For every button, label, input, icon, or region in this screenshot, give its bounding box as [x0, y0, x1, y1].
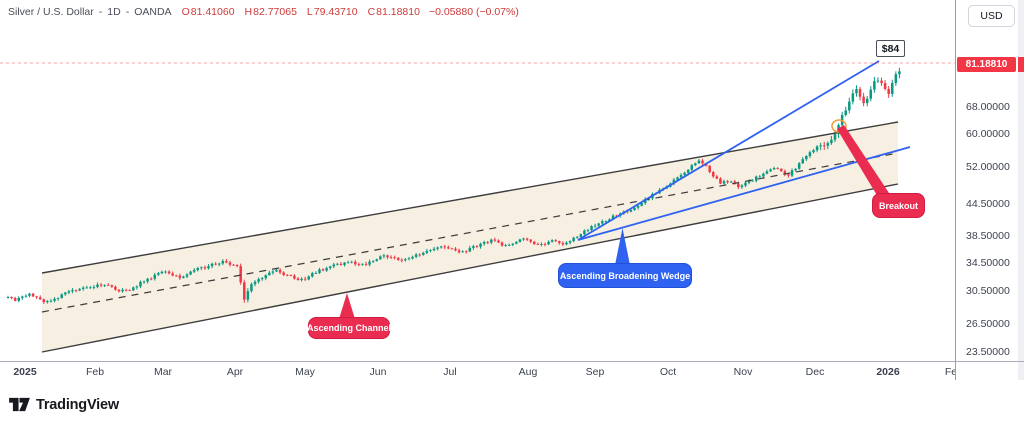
- time-axis-label: Jul: [443, 366, 457, 378]
- price-axis-label: 26.50000: [966, 318, 1010, 330]
- symbol-header: Silver / U.S. Dollar - 1D - OANDA O81.41…: [8, 4, 519, 20]
- price-axis-label: 30.50000: [966, 285, 1010, 297]
- price-axis-label: 68.00000: [966, 101, 1010, 113]
- ohlc-open: O81.41060: [181, 6, 235, 18]
- time-axis-label: Mar: [153, 366, 173, 378]
- price-scale-marker: [1018, 57, 1024, 72]
- time-axis[interactable]: 2025 Feb Mar Apr May Jun Jul Aug Sep Oct Nov Dec 202…: [0, 362, 1024, 380]
- time-axis-line: [0, 361, 1024, 362]
- price-target-box[interactable]: $84: [876, 40, 905, 57]
- price-axis-label: 52.00000: [966, 161, 1010, 173]
- ohlc-high: H82.77065: [244, 6, 297, 18]
- time-axis-label: May: [295, 366, 315, 378]
- last-price-badge: 81.18810: [957, 57, 1016, 72]
- exchange-label: OANDA: [134, 6, 172, 18]
- price-axis-label: 23.50000: [966, 346, 1010, 358]
- channel-upper-line[interactable]: [41, 121, 899, 274]
- time-axis-label: Nov: [733, 366, 753, 378]
- tradingview-logo-text: TradingView: [36, 396, 119, 413]
- interval-label[interactable]: 1D: [107, 6, 121, 18]
- currency-toggle-button[interactable]: USD: [968, 5, 1015, 27]
- time-axis-label: Feb: [85, 366, 105, 378]
- ascending-channel-callout[interactable]: Ascending Channel: [307, 317, 391, 339]
- wedge-lower-line[interactable]: [577, 146, 911, 241]
- tradingview-logo-icon: [9, 397, 30, 412]
- tradingview-watermark[interactable]: TradingView: [8, 396, 119, 413]
- right-edge-strip: [1018, 0, 1024, 380]
- price-axis-separator[interactable]: [955, 0, 956, 380]
- time-axis-label: 2025: [13, 366, 37, 378]
- channel-lower-line[interactable]: [41, 183, 899, 353]
- time-axis-label: Dec: [805, 366, 825, 378]
- price-change: −0.05880 (−0.07%): [428, 6, 519, 18]
- header-separator: -: [98, 6, 103, 18]
- time-axis-label: Jun: [369, 366, 387, 378]
- broadening-wedge-callout[interactable]: Ascending Broadening Wedge: [558, 263, 692, 288]
- ohlc-low: L79.43710: [306, 6, 358, 18]
- price-axis-label: 34.50000: [966, 257, 1010, 269]
- time-axis-label: Apr: [226, 366, 244, 378]
- time-axis-label: Sep: [585, 366, 605, 378]
- time-axis-label: Aug: [518, 366, 538, 378]
- price-axis-label: 44.50000: [966, 198, 1010, 210]
- chart-canvas[interactable]: [0, 0, 955, 380]
- breakout-callout[interactable]: Breakout: [872, 193, 925, 218]
- channel-mid-line[interactable]: [41, 152, 899, 313]
- ohlc-close: C81.18810: [367, 6, 420, 18]
- channel-fill: [42, 122, 898, 352]
- symbol-name[interactable]: Silver / U.S. Dollar: [8, 6, 94, 18]
- time-axis-label: Oct: [659, 366, 677, 378]
- price-axis-label: 38.50000: [966, 230, 1010, 242]
- price-axis-label: 60.00000: [966, 128, 1010, 140]
- header-separator: -: [125, 6, 130, 18]
- breakout-callout-tail: [837, 125, 891, 202]
- time-axis-label: 2026: [876, 366, 900, 378]
- wedge-upper-line[interactable]: [577, 60, 880, 241]
- time-axis-label: Fe: [944, 366, 958, 378]
